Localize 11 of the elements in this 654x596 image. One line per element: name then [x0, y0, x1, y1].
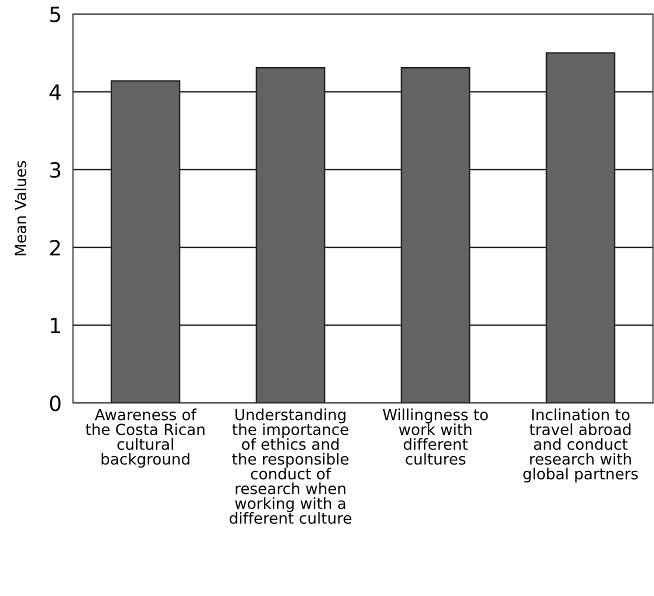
y-axis-title: Mean Values — [14, 161, 26, 256]
y-tick-label: 0 — [50, 395, 61, 412]
y-tick-label: 4 — [50, 84, 61, 100]
x-tick-label: Understanding the importance of ethics and the responsible conduct of research when working with a different culture — [230, 408, 352, 524]
y-tick-label: 1 — [50, 318, 60, 334]
y-tick-label: 2 — [50, 240, 60, 256]
x-tick-label: Inclination to travel abroad and conduct research with global partners — [523, 408, 638, 482]
y-tick-label: 3 — [50, 162, 60, 178]
y-tick-label: 5 — [50, 6, 60, 22]
x-tick-label: Awareness of the Costa Rican cultural background — [86, 408, 204, 468]
x-tick-label: Willingness to work with different cultures — [382, 408, 488, 465]
